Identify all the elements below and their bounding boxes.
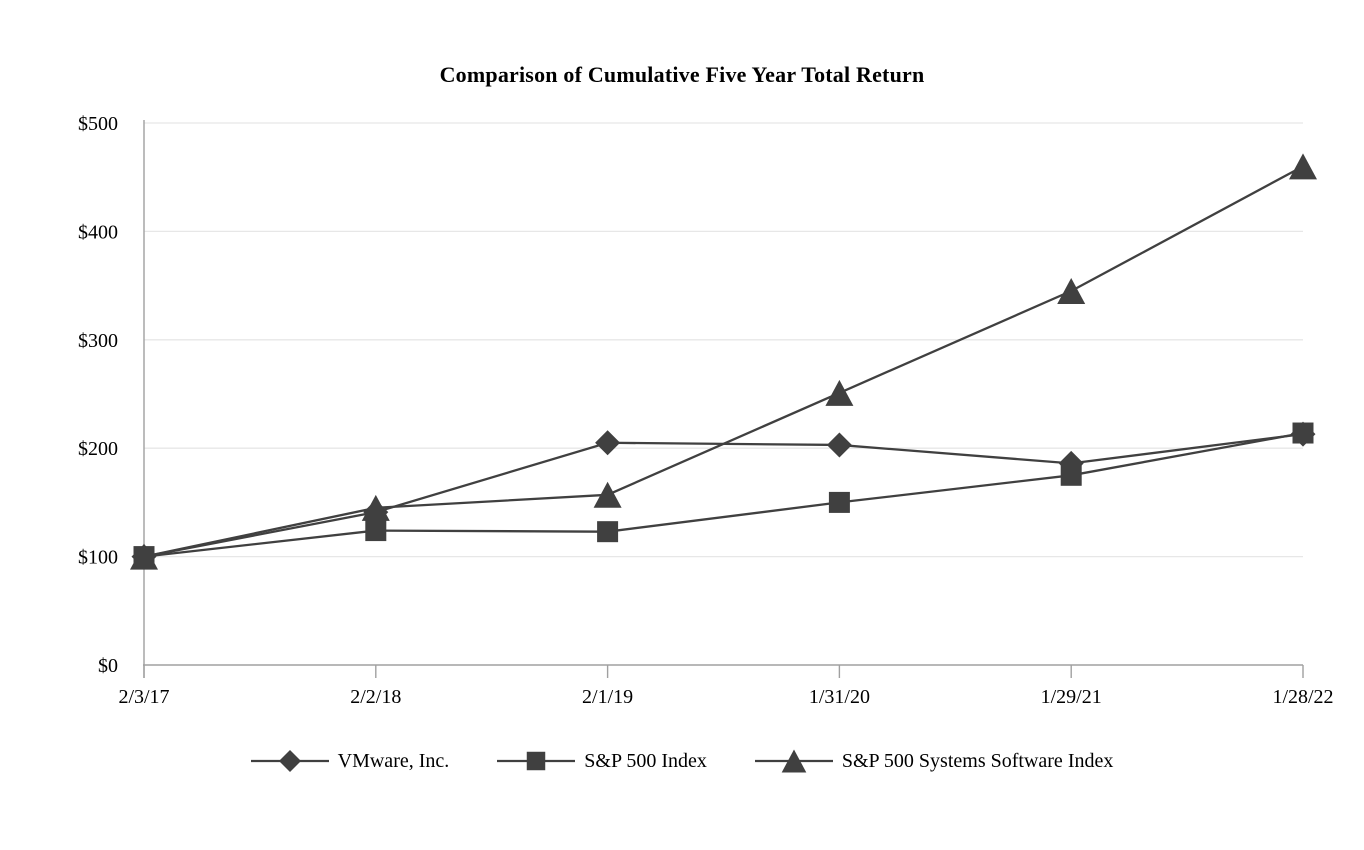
legend-marker-square bbox=[497, 751, 576, 771]
y-axis-label: $400 bbox=[78, 221, 118, 243]
marker-triangle bbox=[361, 494, 390, 521]
marker-square bbox=[828, 491, 850, 513]
y-axis-label: $500 bbox=[78, 113, 118, 135]
series-line-square bbox=[143, 431, 1304, 558]
x-axis-label: 2/2/18 bbox=[350, 686, 401, 708]
chart-title: Comparison of Cumulative Five Year Total… bbox=[439, 62, 925, 87]
marker-triangle bbox=[781, 749, 807, 773]
marker-diamond bbox=[595, 430, 621, 456]
legend-marker-diamond bbox=[250, 750, 329, 772]
x-axis-label: 2/1/19 bbox=[582, 686, 633, 708]
y-axis-label: $0 bbox=[98, 655, 118, 677]
marker-square bbox=[597, 521, 619, 543]
x-axis-label: 1/31/20 bbox=[809, 686, 870, 708]
marker-triangle bbox=[593, 481, 622, 508]
marker-triangle bbox=[1057, 278, 1086, 305]
marker-square bbox=[365, 520, 387, 542]
y-axis-label: $200 bbox=[78, 438, 118, 460]
marker-triangle bbox=[1289, 153, 1317, 180]
legend-item: VMware, Inc. bbox=[250, 746, 450, 776]
marker-diamond bbox=[278, 750, 301, 772]
x-axis-label: 1/29/21 bbox=[1041, 686, 1102, 708]
legend-marker-triangle bbox=[754, 749, 833, 773]
legend-item: S&P 500 Index bbox=[497, 746, 707, 776]
x-axis-label: 2/3/17 bbox=[118, 686, 169, 708]
legend-label: S&P 500 Systems Software Index bbox=[841, 749, 1114, 772]
legend-item: S&P 500 Systems Software Index bbox=[754, 746, 1114, 776]
marker-triangle bbox=[825, 379, 854, 406]
y-axis-label: $300 bbox=[78, 330, 118, 352]
legend-label: S&P 500 Index bbox=[584, 749, 707, 772]
marker-square bbox=[1060, 464, 1082, 486]
marker-square bbox=[1292, 422, 1314, 444]
series-line-triangle bbox=[143, 165, 1304, 558]
marker-diamond bbox=[826, 432, 852, 458]
legend-label: VMware, Inc. bbox=[337, 749, 450, 772]
marker-square bbox=[527, 751, 546, 771]
chart-legend: VMware, Inc. S&P 500 Index S&P 500 Systems… bbox=[0, 746, 1364, 776]
y-axis-label: $100 bbox=[78, 547, 118, 569]
marker-square bbox=[133, 546, 155, 568]
x-axis-label: 1/28/22 bbox=[1272, 686, 1333, 708]
